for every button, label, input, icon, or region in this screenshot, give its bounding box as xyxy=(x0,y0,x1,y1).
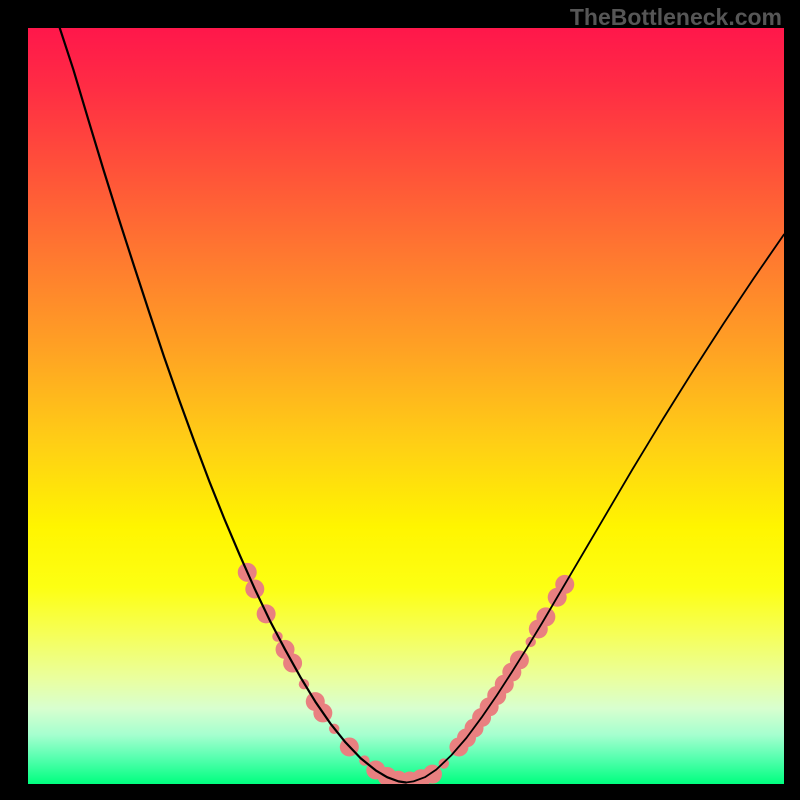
plot-area xyxy=(28,28,784,784)
chart-svg xyxy=(28,28,784,784)
chart-container: TheBottleneck.com xyxy=(0,0,800,800)
watermark-label: TheBottleneck.com xyxy=(570,4,782,31)
